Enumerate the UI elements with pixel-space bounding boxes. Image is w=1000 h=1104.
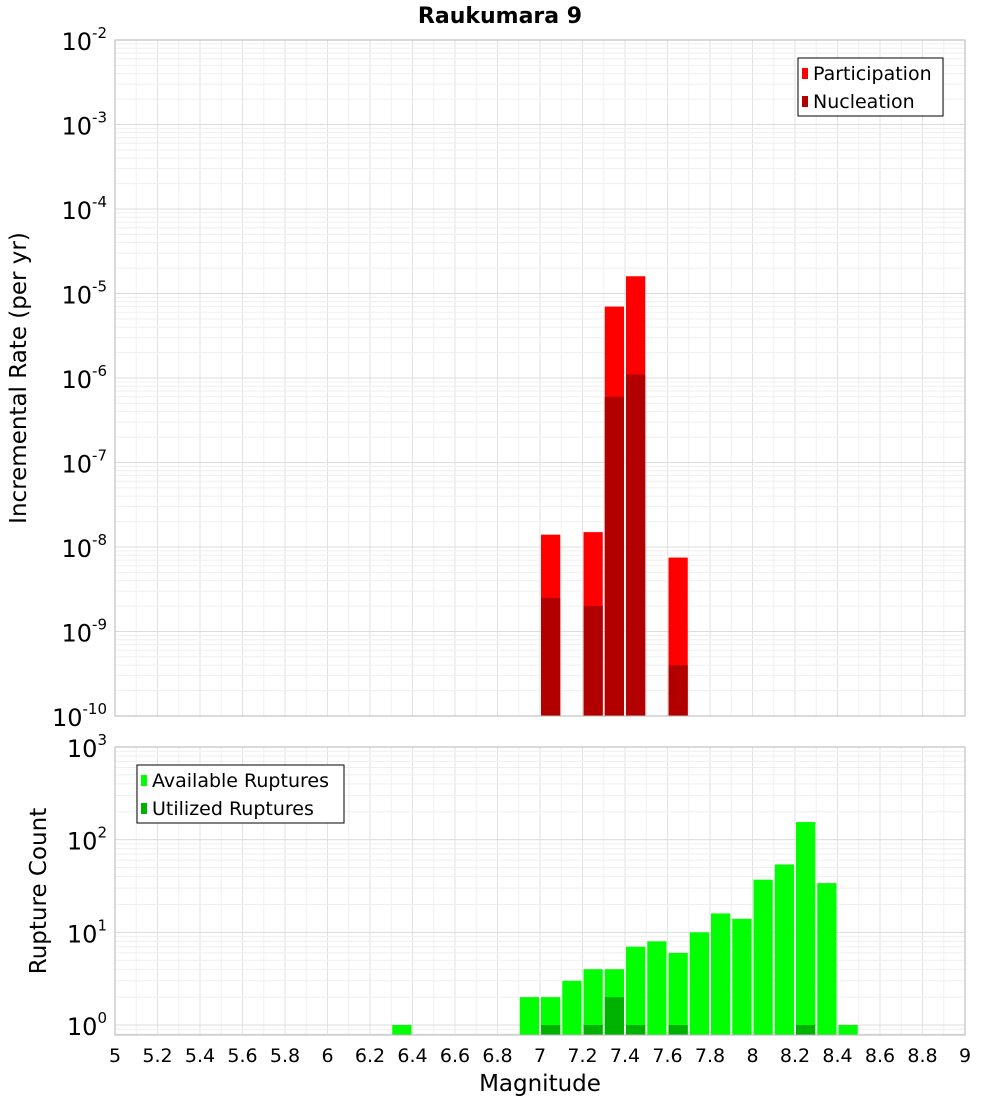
bottom-bar-available-ruptures: [519, 997, 539, 1035]
top-bar-nucleation: [583, 606, 603, 716]
x-tick-label: 8.8: [907, 1045, 937, 1067]
bottom-y-tick-label: 101: [67, 916, 107, 948]
x-tick-label: 9: [959, 1045, 971, 1067]
x-tick-label: 6: [321, 1045, 333, 1067]
top-y-axis-label: Incremental Rate (per yr): [6, 232, 32, 524]
bottom-y-tick-label: 100: [67, 1009, 107, 1041]
bottom-plot-frame: [114, 746, 966, 1036]
x-tick-label: 7.4: [610, 1045, 640, 1067]
top-y-tick-label: 10-9: [61, 616, 107, 648]
x-tick-label: 8.4: [822, 1045, 852, 1067]
x-tick-label: 7.8: [695, 1045, 725, 1067]
x-tick-label: 5.6: [227, 1045, 257, 1067]
x-tick-label: 7.6: [652, 1045, 682, 1067]
x-tick-label: 6.6: [440, 1045, 470, 1067]
x-tick-label: 8: [746, 1045, 758, 1067]
top-y-tick-label: 10-10: [52, 700, 107, 732]
bottom-bar-available-ruptures: [711, 913, 731, 1035]
top-legend-label: Participation: [813, 63, 932, 85]
bottom-y-tick-label: 102: [67, 824, 107, 856]
bottom-bar-available-ruptures: [562, 980, 582, 1035]
bottom-bar-available-ruptures: [732, 918, 752, 1035]
chart-title: Raukumara 9: [418, 4, 582, 29]
top-plot-frame: [114, 39, 966, 717]
top-bar-nucleation: [626, 374, 646, 716]
bottom-bar-utilized-ruptures: [796, 1025, 816, 1035]
bottom-legend-box: [136, 764, 345, 824]
top-y-tick-label: 10-3: [61, 109, 107, 141]
bottom-bar-available-ruptures: [838, 1025, 858, 1035]
bottom-bar-utilized-ruptures: [604, 997, 624, 1035]
x-axis-label: Magnitude: [479, 1071, 601, 1097]
bottom-bar-available-ruptures: [689, 932, 709, 1035]
top-y-tick-label: 10-5: [61, 278, 107, 310]
x-tick-label: 8.6: [865, 1045, 895, 1067]
top-y-tick-label: 10-6: [61, 362, 107, 394]
bottom-bar-utilized-ruptures: [668, 1025, 688, 1035]
top-legend-swatch: [802, 68, 808, 79]
bottom-legend-label: Available Ruptures: [152, 770, 329, 792]
bottom-legend-swatch: [141, 775, 147, 786]
x-tick-label: 5: [109, 1045, 121, 1067]
top-legend-label: Nucleation: [813, 91, 915, 113]
top-y-tick-label: 10-4: [61, 193, 107, 225]
top-y-tick-label: 10-2: [61, 24, 107, 56]
top-bar-nucleation: [541, 597, 561, 716]
bottom-bar-utilized-ruptures: [626, 1025, 646, 1035]
bottom-y-tick-label: 103: [67, 731, 107, 763]
x-tick-label: 6.8: [482, 1045, 512, 1067]
bottom-legend-label: Utilized Ruptures: [152, 798, 314, 820]
top-y-tick-label: 10-8: [61, 531, 107, 563]
bottom-bar-available-ruptures: [753, 879, 773, 1035]
bottom-bar-utilized-ruptures: [541, 1025, 561, 1035]
top-bar-nucleation: [604, 396, 624, 716]
top-legend-box: [797, 57, 944, 117]
bottom-bar-available-ruptures: [626, 946, 646, 1035]
x-tick-label: 8.2: [780, 1045, 810, 1067]
top-legend-swatch: [802, 96, 808, 107]
bottom-bar-utilized-ruptures: [583, 1025, 603, 1035]
x-tick-label: 7: [534, 1045, 546, 1067]
top-y-tick-label: 10-7: [61, 447, 107, 479]
x-tick-label: 6.4: [397, 1045, 427, 1067]
bottom-bar-available-ruptures: [392, 1025, 412, 1035]
bottom-bar-available-ruptures: [796, 822, 816, 1035]
x-tick-label: 5.8: [270, 1045, 300, 1067]
top-bar-nucleation: [668, 665, 688, 716]
bottom-bar-available-ruptures: [817, 883, 837, 1035]
x-tick-label: 5.4: [185, 1045, 215, 1067]
bottom-bar-available-ruptures: [647, 941, 667, 1035]
bottom-bar-available-ruptures: [774, 864, 794, 1035]
bottom-legend-swatch: [141, 803, 147, 814]
x-tick-label: 7.2: [567, 1045, 597, 1067]
bottom-bar-available-ruptures: [583, 969, 603, 1035]
bottom-y-axis-label: Rupture Count: [26, 808, 52, 974]
bottom-bar-available-ruptures: [668, 952, 688, 1035]
x-tick-label: 5.2: [142, 1045, 172, 1067]
x-tick-label: 6.2: [355, 1045, 385, 1067]
